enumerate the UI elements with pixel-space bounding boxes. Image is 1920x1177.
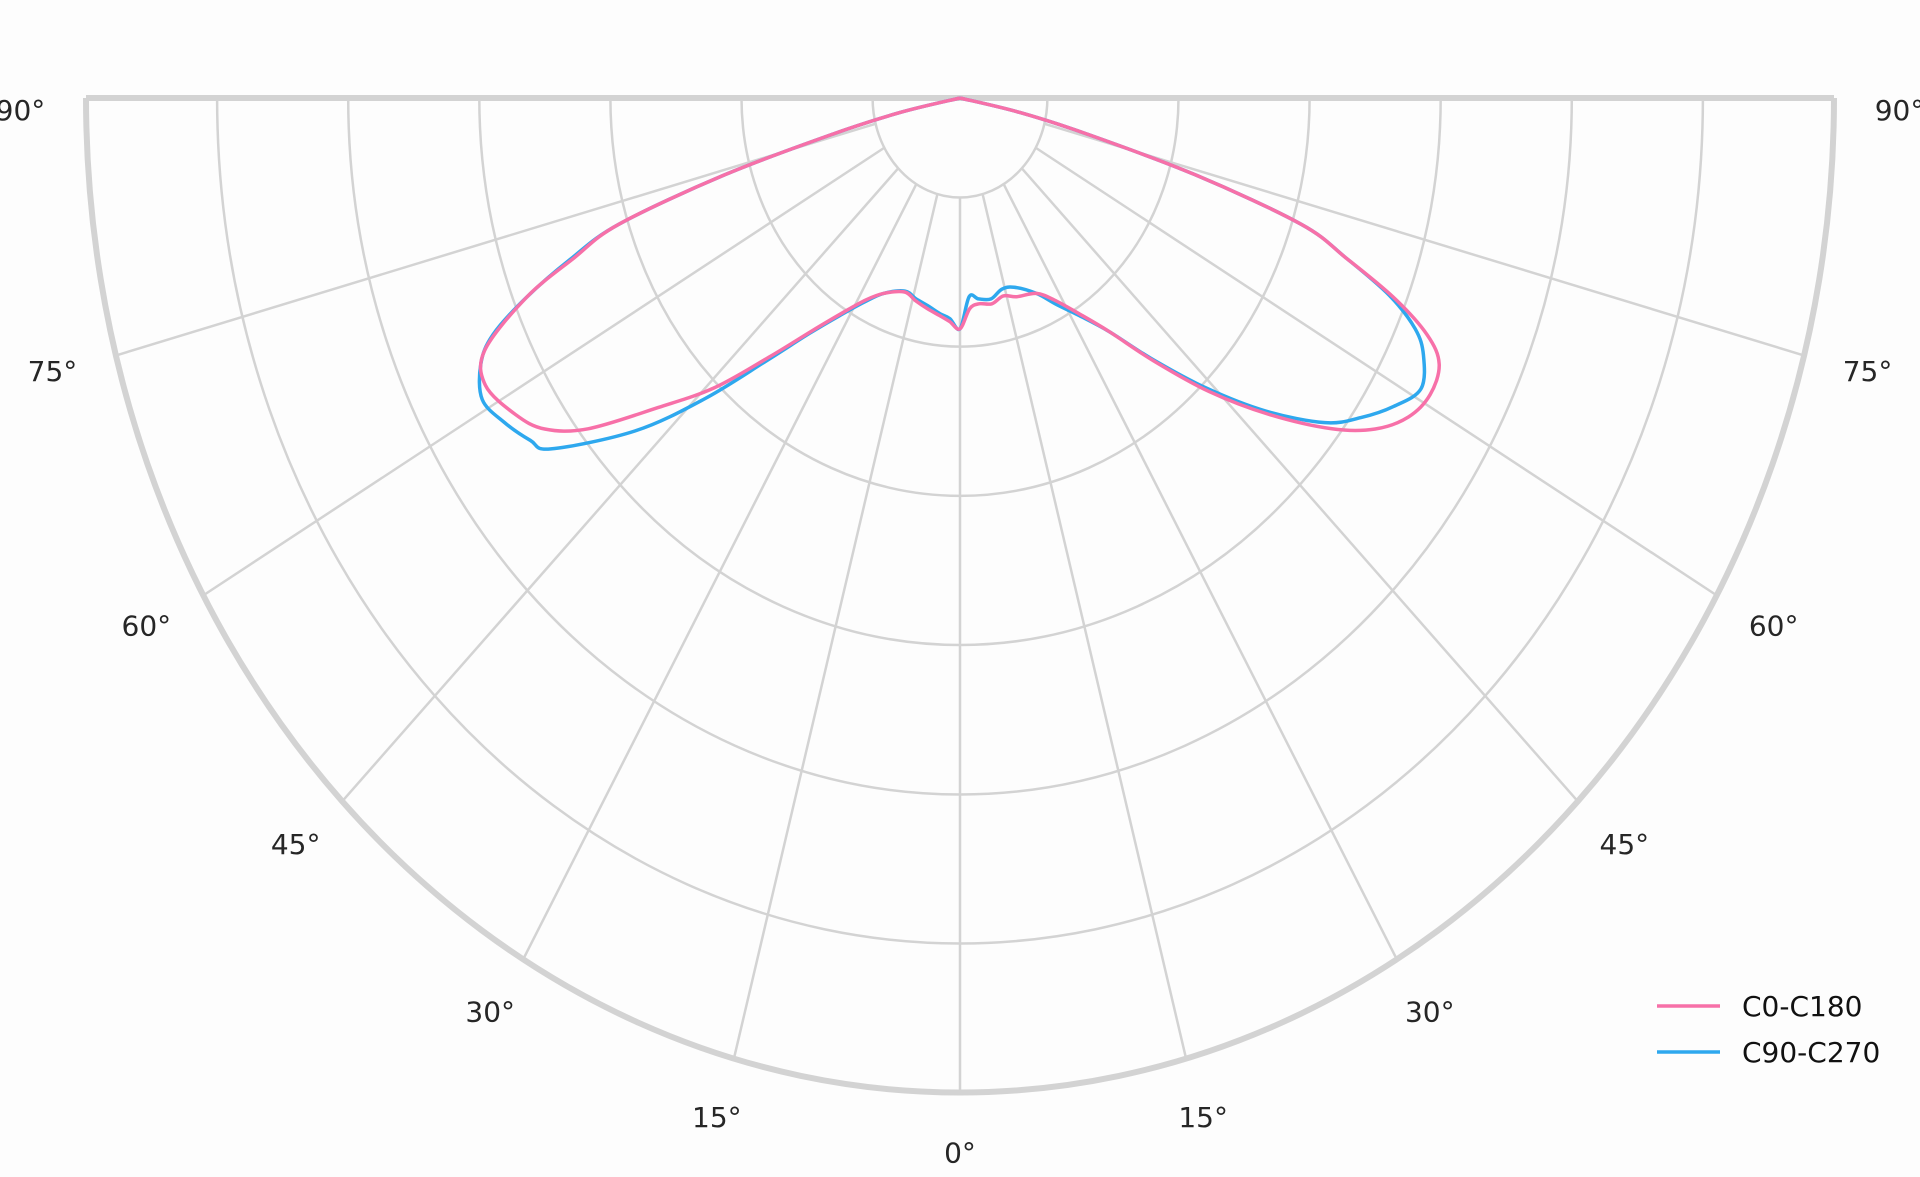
angular-gridline <box>1044 122 1805 357</box>
angular-gridline <box>1002 183 1399 961</box>
angular-gridline <box>115 122 876 357</box>
angular-gridline <box>202 146 885 597</box>
angular-tick-label: 60° <box>1749 609 1799 642</box>
angular-tick-label: 90° <box>1875 94 1920 127</box>
angular-tick-label: 75° <box>1843 355 1893 388</box>
angular-tick-label: 15° <box>692 1101 742 1134</box>
angular-tick-label: 60° <box>122 609 172 642</box>
legend-label-c0-c180: C0-C180 <box>1742 990 1862 1023</box>
angular-tick-label: 0° <box>944 1137 976 1170</box>
angular-gridline <box>341 167 900 803</box>
angular-tick-label: 30° <box>465 995 515 1028</box>
angular-gridline <box>732 193 939 1060</box>
angular-tick-label: 75° <box>28 355 78 388</box>
legend: C0-C180 C90-C270 <box>1657 990 1880 1069</box>
series-line-c0-c180 <box>478 96 1441 433</box>
angular-gridline <box>981 193 1188 1060</box>
legend-label-c90-c270: C90-C270 <box>1742 1036 1880 1069</box>
angular-gridline <box>521 183 918 961</box>
angular-tick-label: 45° <box>1600 828 1650 861</box>
series-line-c90-c270 <box>477 96 1427 451</box>
angular-tick-label: 30° <box>1405 995 1455 1028</box>
angular-tick-label: 15° <box>1178 1101 1228 1134</box>
angular-tick-label: 90° <box>0 94 45 127</box>
angular-ticks: 90° 75° 60° 45° 30° 15° 0° 15° 30° 45° 60° 75° 90° <box>0 94 1920 1170</box>
angular-gridline <box>1020 167 1579 803</box>
angular-tick-label: 45° <box>271 828 321 861</box>
grid <box>83 95 1837 1096</box>
curves <box>477 96 1441 451</box>
angular-gridline <box>1035 146 1718 597</box>
